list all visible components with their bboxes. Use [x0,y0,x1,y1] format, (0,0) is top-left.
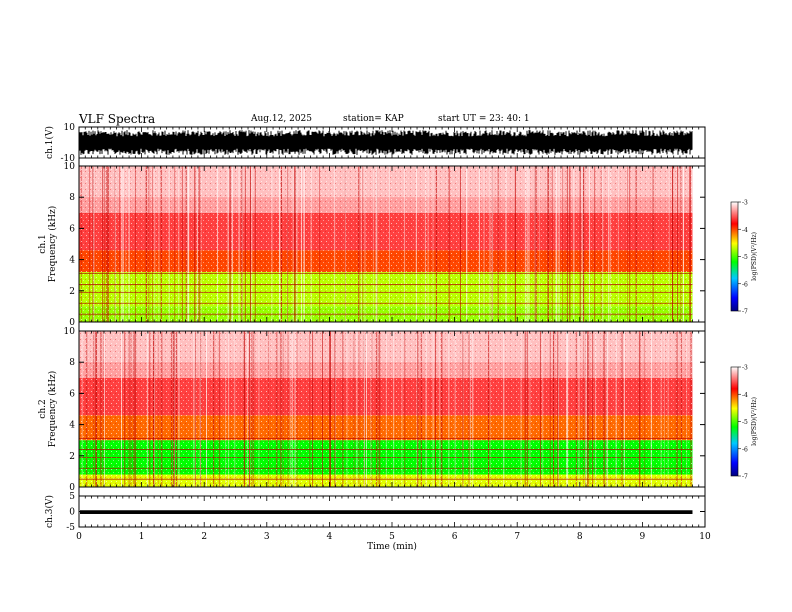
xtick-label: 8 [577,532,583,542]
colorbar-1-scale [730,201,739,312]
ch3-waveform-ytick-label: 0 [69,508,75,518]
chart-title: VLF Spectra [79,112,156,126]
ch3-waveform-ytick-label: 5 [69,492,75,502]
ch1-waveform-trace [79,130,693,155]
xtick-label: 2 [201,532,207,542]
xtick-label: 6 [452,532,458,542]
ch2-spectrogram-ytick-label: 8 [69,358,75,368]
ch3-ylabel: ch.3(V) [44,495,55,528]
colorbar-1-tick-label: -7 [742,309,748,316]
xaxis-label: Time (min) [367,541,417,552]
xtick-label: 9 [640,532,646,542]
start-time-label: start UT = 23: 40: 1 [438,114,530,124]
ch2-spectrogram-ytick-label: 4 [69,421,75,431]
time-axis: 0 1 2 3 4 5 6 7 8 9 10 Time (min) [76,532,711,552]
date-label: Aug.12, 2025 [251,114,312,124]
colorbar-2-tick-label: -4 [742,392,748,399]
colorbar-2-tick-label: -3 [742,365,748,372]
colorbar-1-tick-label: -6 [742,281,748,288]
ch3-ylabel-line: ch.3(V) [44,495,55,528]
ch1-ylabel-line: ch.1(V) [44,126,55,159]
xtick-label: 7 [514,532,520,542]
xtick-label: 4 [327,532,333,542]
ch1-spectrogram-ytick-label: 10 [64,162,76,172]
colorbar-2-tick-label: -6 [742,446,748,453]
ch2-spectrogram-panel: 0 2 4 6 8 10 ch.2Frequency (kHz) [38,327,706,493]
ch1-spectrogram-ytick-label: 2 [69,287,75,297]
xtick-label: 5 [389,532,395,542]
ch3-waveform-trace [80,510,693,514]
xtick-label: 0 [76,532,82,542]
station-label: station= KAP [343,114,404,124]
ch2-spectrogram-ytick-label: 2 [69,452,75,462]
ch2-spec-ylabel-line: Frequency (kHz) [47,371,58,448]
colorbar-2-tick-label: -7 [742,474,748,481]
ch2-spec-ylabel: ch.2Frequency (kHz) [38,371,58,448]
ch1-spec-ylabel: ch.1Frequency (kHz) [38,206,58,283]
ch3-waveform-ytick-label: -5 [66,523,75,533]
ch1-spectrogram-panel: 0 2 4 6 8 10 ch.1Frequency (kHz) [38,162,706,328]
ch1-spectrogram-ytick-label: 0 [69,318,75,328]
ch1-waveform-ytick-label: 10 [64,123,76,133]
colorbar-2: -3 -4 -5 -6 -7 log(PSD)(V²/Hz) [730,365,758,481]
ch2-spectrogram-texture [79,331,693,487]
xtick-label: 1 [139,532,145,542]
colorbar-1: -3 -4 -5 -6 -7 log(PSD)(V²/Hz) [730,200,758,316]
ch1-waveform-ytick-label: -10 [61,154,76,164]
colorbar-1-tick-label: -4 [742,227,748,234]
colorbar-2-label: log(PSD)(V²/Hz) [751,397,758,446]
colorbar-2-scale [730,366,739,477]
colorbar-2-tick-label: -5 [742,419,748,426]
xtick-label: 10 [699,532,711,542]
ch2-spec-ylabel-line: ch.2 [38,399,48,418]
ch1-spectrogram-ytick-label: 8 [69,193,75,203]
ch2-spectrogram-ytick-label: 10 [64,327,76,337]
xtick-label: 3 [264,532,270,542]
colorbar-1-label: log(PSD)(V²/Hz) [751,232,758,281]
ch2-spectrogram-ytick-label: 6 [69,389,75,399]
ch1-ylabel: ch.1(V) [44,126,55,159]
colorbar-1-tick-label: -5 [742,254,748,261]
ch1-spectrogram-ytick-label: 6 [69,224,75,234]
ch1-spectrogram-ytick-label: 4 [69,256,75,266]
ch1-spectrogram-texture [79,166,693,322]
colorbar-1-tick-label: -3 [742,200,748,207]
ch1-spec-ylabel-line: Frequency (kHz) [47,206,58,283]
ch1-spec-ylabel-line: ch.1 [38,234,48,253]
ch2-spectrogram-ytick-label: 0 [69,483,75,493]
ch3-waveform-panel: 5 0 -5 ch.3(V) [44,492,706,533]
